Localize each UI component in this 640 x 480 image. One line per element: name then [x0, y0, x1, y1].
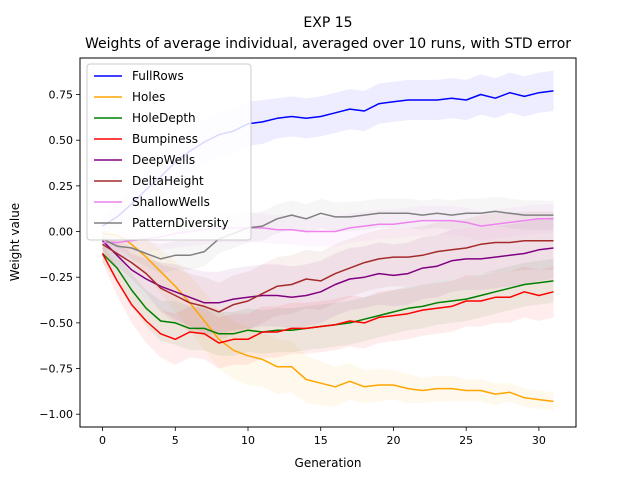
x-axis-label: Generation [295, 456, 362, 470]
x-tick-label: 15 [314, 434, 328, 447]
y-tick-label: 0.50 [49, 134, 74, 147]
std-band-fullrows [102, 70, 554, 236]
legend-label-bumpiness: Bumpiness [132, 132, 198, 146]
y-tick-label: 0.25 [49, 180, 74, 193]
std-band-holedepth [102, 244, 554, 356]
x-tick-label: 10 [241, 434, 255, 447]
std-band-deltaheight [102, 211, 554, 342]
y-tick-label: −0.50 [39, 317, 73, 330]
std-band-patterndiversity [102, 196, 554, 274]
series-line-deepwells [101, 240, 554, 304]
x-axis-ticks: 0 5 10 15 20 25 30 [99, 427, 546, 447]
y-tick-label: −0.75 [39, 363, 73, 376]
legend-label-deepwells: DeepWells [132, 153, 195, 167]
legend: FullRows Holes HoleDepth Bumpiness DeepWells… [86, 63, 252, 241]
series-line-deltaheight [102, 239, 554, 313]
y-tick-label: 0.00 [49, 226, 74, 239]
legend-label-shallowwells: ShallowWells [132, 195, 210, 209]
y-axis-ticks: −1.00 −0.75 −0.50 −0.25 0.00 0.25 0.50 0.75 [39, 89, 80, 421]
series-line-bumpiness [101, 253, 554, 344]
x-tick-label: 0 [99, 434, 106, 447]
series-line-holes [102, 232, 554, 403]
plot-frame [79, 57, 577, 428]
x-tick-label: 30 [532, 434, 546, 447]
legend-label-holedepth: HoleDepth [132, 111, 196, 125]
y-tick-label: −0.25 [39, 271, 73, 284]
chart-subtitle: Weights of average individual, averaged … [85, 36, 571, 52]
chart-title: EXP 15 [303, 15, 352, 31]
y-tick-label: −1.00 [39, 408, 73, 421]
std-band-bumpiness [102, 244, 554, 369]
series-line-patterndiversity [102, 210, 554, 260]
x-tick-label: 5 [172, 434, 179, 447]
legend-label-fullrows: FullRows [132, 69, 184, 83]
x-tick-label: 25 [459, 434, 473, 447]
legend-label-holes: Holes [132, 90, 165, 104]
y-axis-label: Weight value [8, 203, 22, 281]
legend-label-deltaheight: DeltaHeight [132, 174, 204, 188]
legend-label-patterndiversity: PatternDiversity [132, 216, 229, 230]
std-band-deepwells [102, 216, 554, 334]
y-tick-label: 0.75 [49, 89, 74, 102]
x-tick-label: 20 [386, 434, 400, 447]
legend-box [86, 63, 252, 241]
